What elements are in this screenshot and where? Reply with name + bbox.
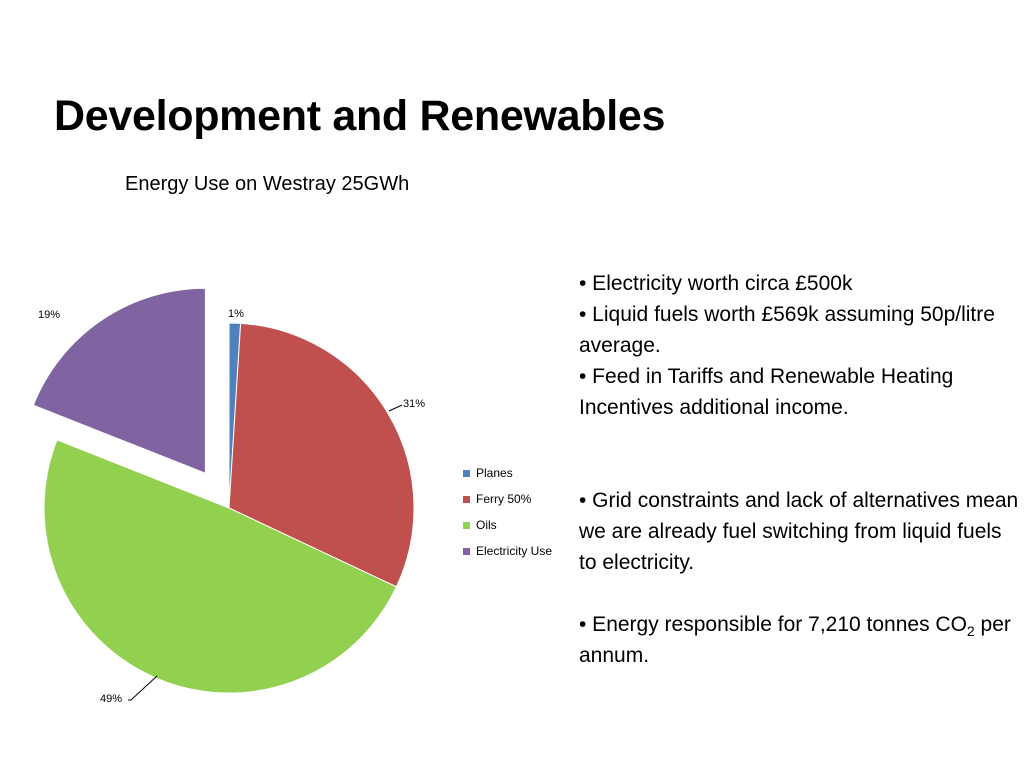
pie-slice-electricity-use — [32, 287, 206, 474]
legend-swatch — [463, 521, 470, 529]
bullet-grid-constraints: • Grid constraints and lack of alternati… — [579, 489, 1019, 574]
data-label: 19% — [38, 309, 60, 321]
legend-label: Electricity Use — [476, 544, 553, 558]
bullet-energy-co2: • Energy responsible for 7,210 tonnes CO… — [579, 609, 1019, 671]
bullet-electricity-worth: • Electricity worth circa £500k — [579, 272, 853, 295]
leader-line — [128, 675, 158, 701]
data-label: 31% — [403, 398, 425, 410]
per-annum-text: per annum. — [579, 613, 1011, 667]
co2-subscript: 2 — [966, 623, 975, 640]
legend-swatch — [463, 547, 470, 555]
legend-item-oils: Oils — [463, 512, 552, 538]
legend-swatch — [463, 469, 470, 477]
chart-title: Energy Use on Westray 25GWh — [125, 173, 410, 195]
legend-item-electricity-use: Electricity Use — [463, 538, 552, 564]
data-label: 49% — [100, 693, 122, 705]
bullet-feed-in-tariffs: • Feed in Tariffs and Renewable Heating … — [579, 365, 954, 419]
co2-text: • Energy responsible for 7,210 tonnes CO — [579, 613, 967, 636]
spacer — [579, 578, 1019, 609]
data-label: 1% — [228, 308, 244, 320]
legend-label: Ferry 50% — [476, 492, 532, 506]
chart-legend: Planes Ferry 50% Oils Electricity Use — [463, 460, 552, 564]
legend-item-planes: Planes — [463, 460, 552, 486]
leader-line — [388, 404, 403, 412]
pie-slice-ferry-50 — [228, 322, 415, 588]
slide-title: Development and Renewables — [54, 92, 666, 140]
legend-swatch — [463, 495, 470, 503]
bullet-liquid-fuels-worth: • Liquid fuels worth £569k assuming 50p/… — [579, 303, 995, 357]
legend-item-ferry: Ferry 50% — [463, 486, 552, 512]
legend-label: Oils — [476, 518, 497, 532]
bullet-list: • Electricity worth circa £500k • Liquid… — [579, 268, 1019, 671]
spacer — [579, 423, 1019, 485]
legend-label: Planes — [476, 466, 513, 480]
